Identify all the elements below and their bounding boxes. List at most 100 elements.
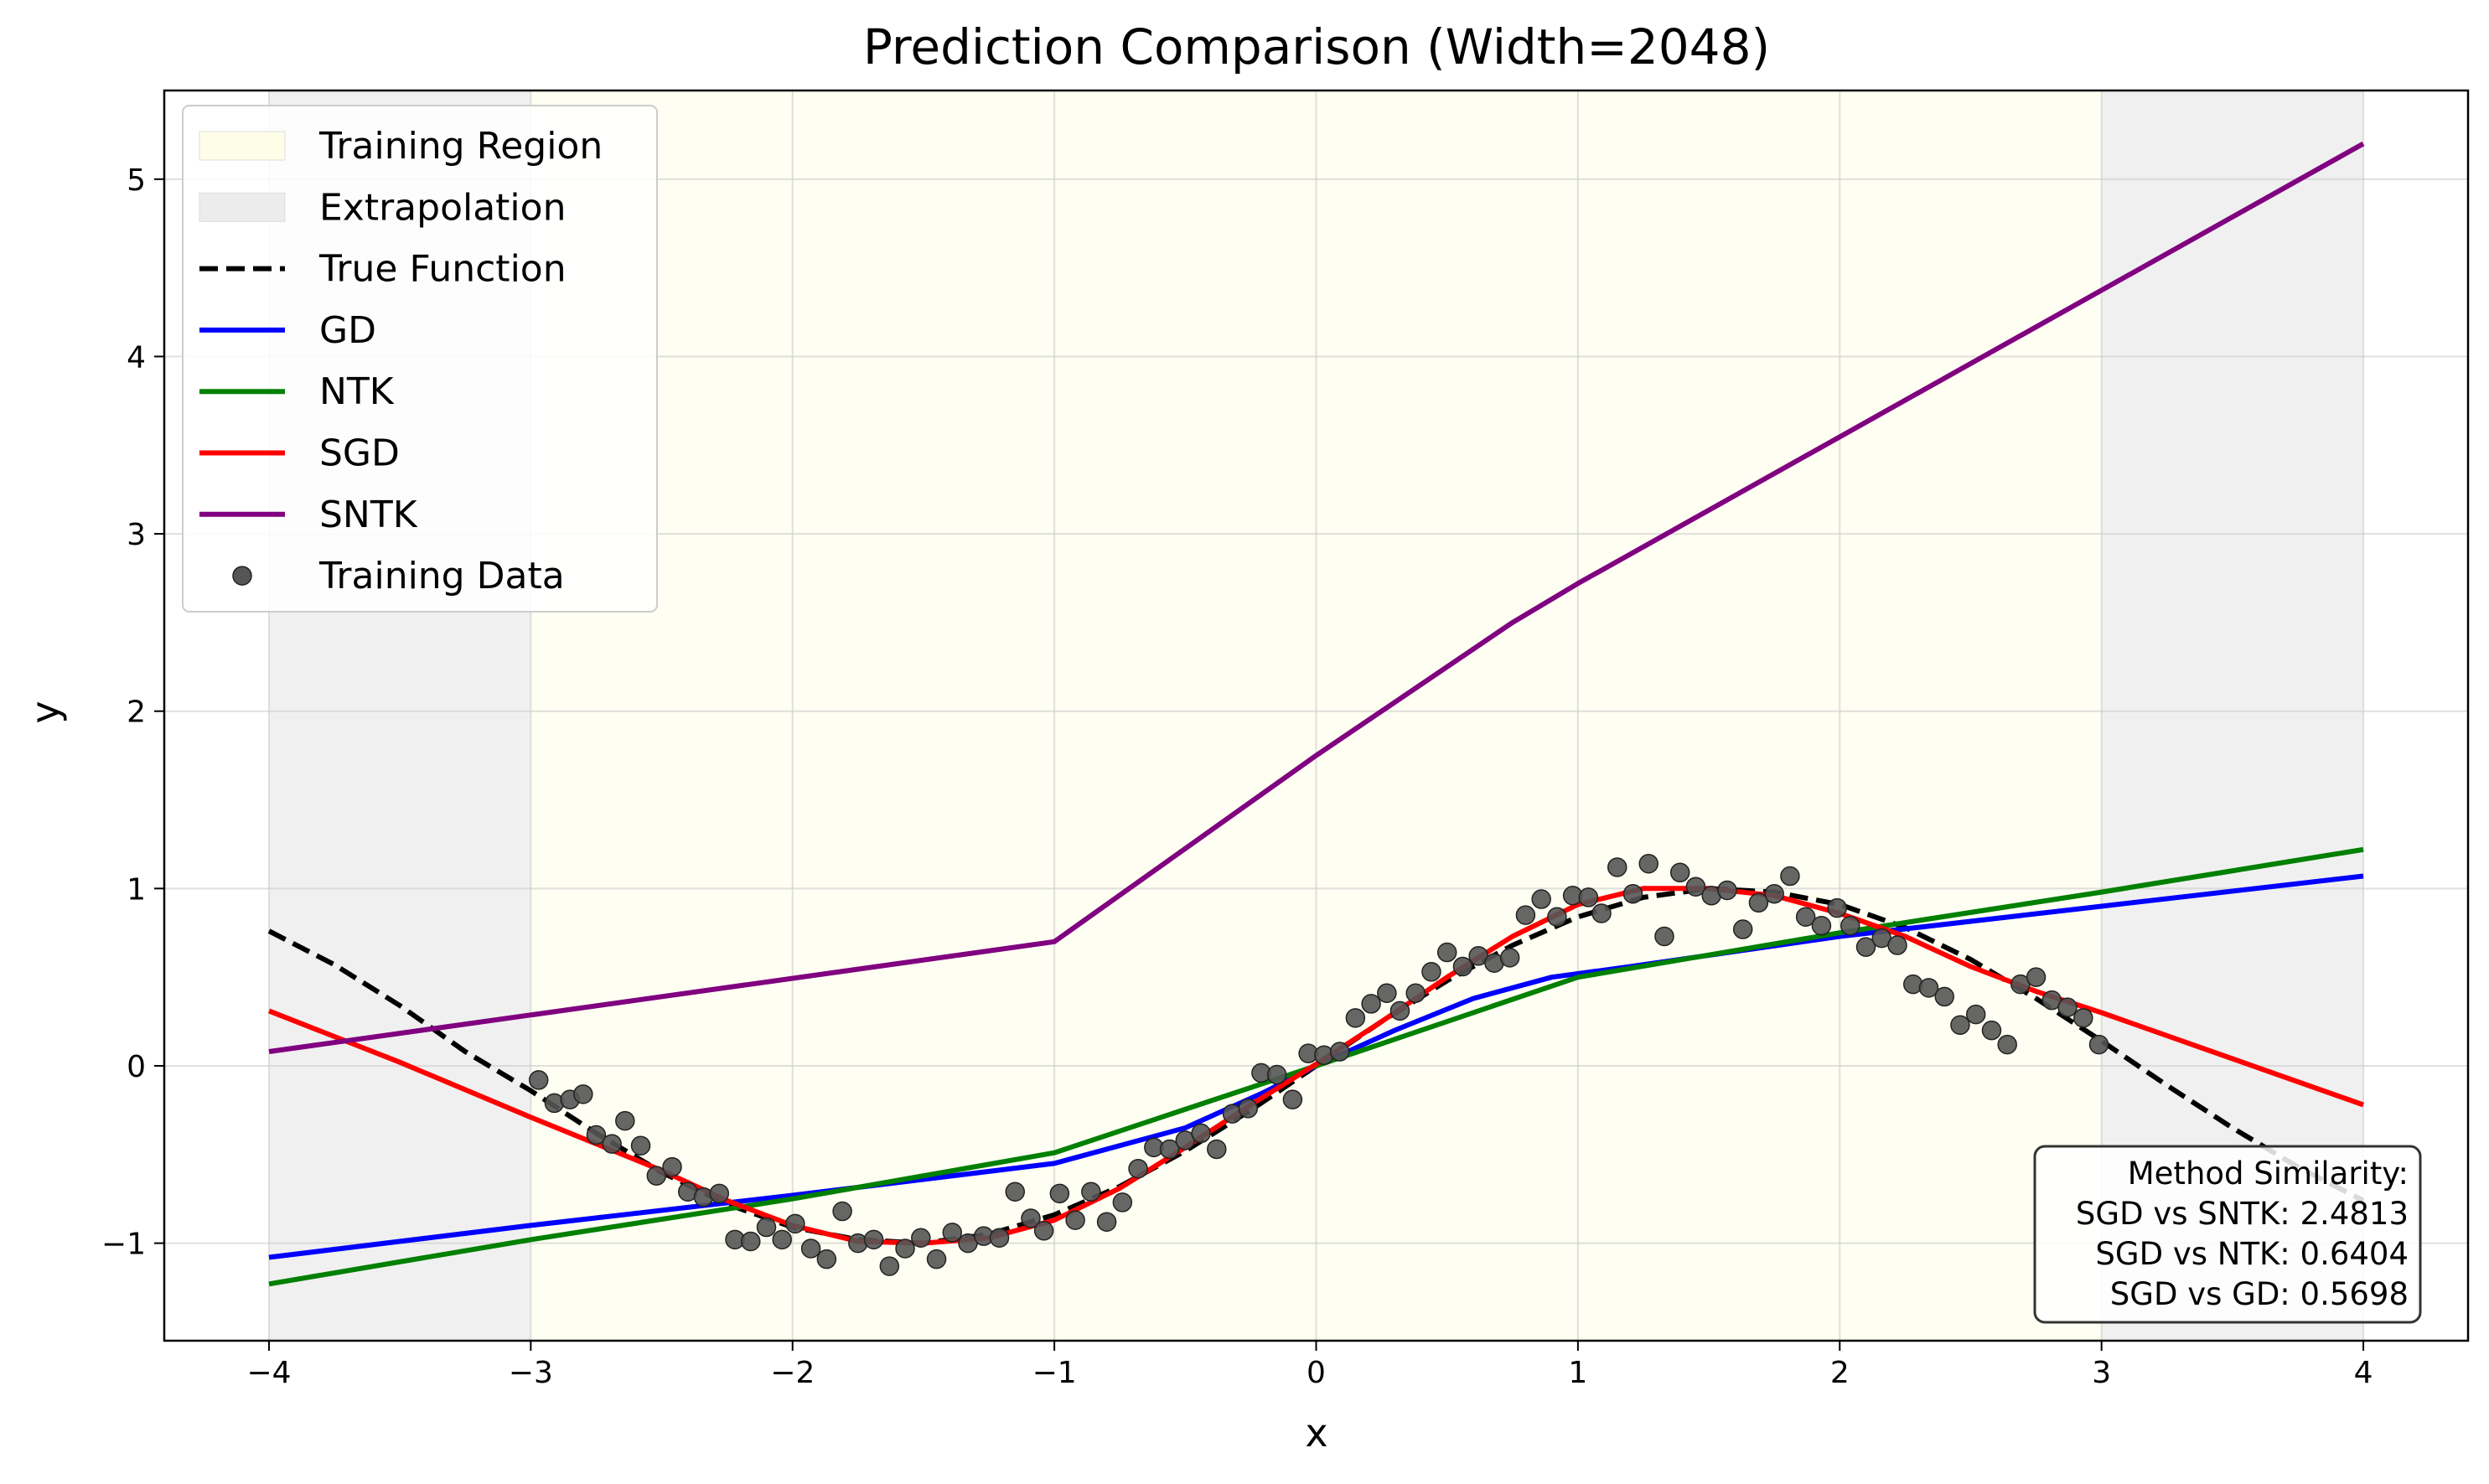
training-data-point: [1531, 889, 1551, 909]
training-data-point: [1918, 978, 1939, 998]
x-tick-label: 1: [1568, 1356, 1587, 1390]
training-data-point: [1764, 883, 1784, 904]
training-data-point: [1377, 983, 1397, 1003]
training-data-point: [1654, 926, 1674, 947]
training-data-point: [528, 1070, 549, 1090]
series-sgd-line: [267, 886, 2364, 1246]
training-data-point: [1607, 857, 1627, 877]
training-data-point: [1033, 1221, 1054, 1241]
training-data-point: [1622, 883, 1643, 904]
annotation-line: SGD vs SNTK: 2.4813: [2076, 1196, 2409, 1232]
annotation-line: SGD vs GD: 0.5698: [2110, 1276, 2409, 1312]
training-data-point: [1266, 1064, 1287, 1085]
y-tick-label: 1: [127, 872, 146, 907]
training-data-point: [1361, 994, 1381, 1014]
training-data-point: [1345, 1008, 1366, 1028]
training-data-point: [1065, 1210, 1085, 1230]
y-tick-label: 4: [127, 340, 146, 375]
training-data-point: [1840, 916, 1860, 936]
training-data-point: [756, 1217, 777, 1238]
training-data-point: [1282, 1089, 1303, 1109]
training-data-point: [1049, 1183, 1070, 1204]
training-data-point: [1191, 1123, 1211, 1144]
x-tick-label: −2: [770, 1356, 815, 1390]
training-data-point: [1591, 903, 1612, 923]
legend-swatch-training-region: [199, 131, 286, 161]
training-data-point: [879, 1256, 900, 1276]
legend-label-training-region: Training Region: [318, 125, 603, 168]
legend-box: [182, 105, 658, 613]
training-data-point: [709, 1183, 730, 1204]
x-tick-label: −3: [509, 1356, 553, 1390]
training-data-point: [832, 1201, 852, 1222]
legend-label-true-function: True Function: [318, 248, 567, 291]
training-data-point: [1965, 1004, 1986, 1025]
training-data-point: [1981, 1020, 2002, 1041]
training-data-point: [816, 1249, 837, 1269]
training-data-point: [2057, 997, 2078, 1017]
annotation-line: SGD vs NTK: 0.6404: [2095, 1236, 2409, 1272]
training-data-point: [740, 1231, 761, 1252]
training-data-point: [1795, 907, 1816, 927]
training-data-point: [646, 1166, 667, 1186]
training-data-point: [1238, 1099, 1259, 1119]
training-data-point: [863, 1229, 884, 1250]
annotation-box: [2033, 1145, 2422, 1324]
x-tick-label: −4: [246, 1356, 291, 1390]
training-data-point: [602, 1134, 622, 1154]
legend: Training Region Extrapolation True Functio…: [182, 105, 658, 613]
x-tick-label: 2: [1830, 1356, 1850, 1390]
y-tick-label: 5: [127, 163, 146, 198]
training-data-point: [586, 1125, 607, 1145]
x-axis-label: x: [1305, 1410, 1327, 1456]
training-data-point: [1405, 983, 1426, 1003]
training-data-point: [1159, 1139, 1180, 1160]
y-axis-label: y: [23, 701, 68, 723]
training-data-point: [942, 1223, 963, 1243]
training-data-point: [1855, 937, 1876, 957]
training-data-point: [1950, 1015, 1970, 1036]
y-tick-label: −1: [101, 1228, 146, 1262]
training-data-point: [989, 1228, 1010, 1249]
legend-label-extrapolation: Extrapolation: [319, 186, 566, 229]
training-data-point: [1685, 876, 1706, 897]
legend-label-gd: GD: [319, 309, 376, 352]
legend-label-sntk: SNTK: [319, 494, 418, 536]
training-data-point: [2026, 967, 2047, 987]
training-data-point: [1638, 853, 1658, 874]
training-data-point: [800, 1238, 821, 1259]
legend-swatch-extrapolation: [199, 192, 286, 222]
training-data-point: [1128, 1158, 1148, 1179]
training-data-point: [1887, 935, 1907, 955]
chart-title: Prediction Comparison (Width=2048): [863, 18, 1770, 75]
training-data-point: [1669, 862, 1690, 883]
training-data-point: [1732, 919, 1753, 939]
training-data-point: [1934, 986, 1954, 1007]
training-data-point: [1547, 907, 1567, 927]
training-data-point: [573, 1084, 593, 1104]
training-data-point: [1112, 1192, 1133, 1213]
training-data-point: [926, 1249, 947, 1269]
training-data-point: [1748, 892, 1769, 913]
training-data-point: [630, 1135, 651, 1156]
training-data-point: [1499, 948, 1520, 968]
region-extrapolation-2: [2101, 90, 2364, 1341]
training-data-point: [1329, 1042, 1350, 1062]
training-data-point: [615, 1110, 635, 1131]
training-data-point: [1997, 1034, 2017, 1055]
training-data-point: [2088, 1034, 2109, 1055]
training-data-point: [1811, 916, 1832, 936]
training-data-point: [1389, 1001, 1410, 1021]
training-data-point: [1021, 1208, 1041, 1228]
x-tick-label: 0: [1307, 1356, 1326, 1390]
training-data-point: [895, 1238, 915, 1259]
training-data-point: [1515, 905, 1536, 925]
legend-label-ntk: NTK: [319, 370, 395, 413]
training-data-point: [1578, 887, 1599, 907]
legend-label-training-data: Training Data: [318, 555, 565, 597]
x-tick-label: 4: [2354, 1356, 2373, 1390]
y-tick-label: 3: [127, 518, 146, 552]
x-tick-label: −1: [1032, 1356, 1077, 1390]
y-tick-label: 2: [127, 695, 146, 730]
